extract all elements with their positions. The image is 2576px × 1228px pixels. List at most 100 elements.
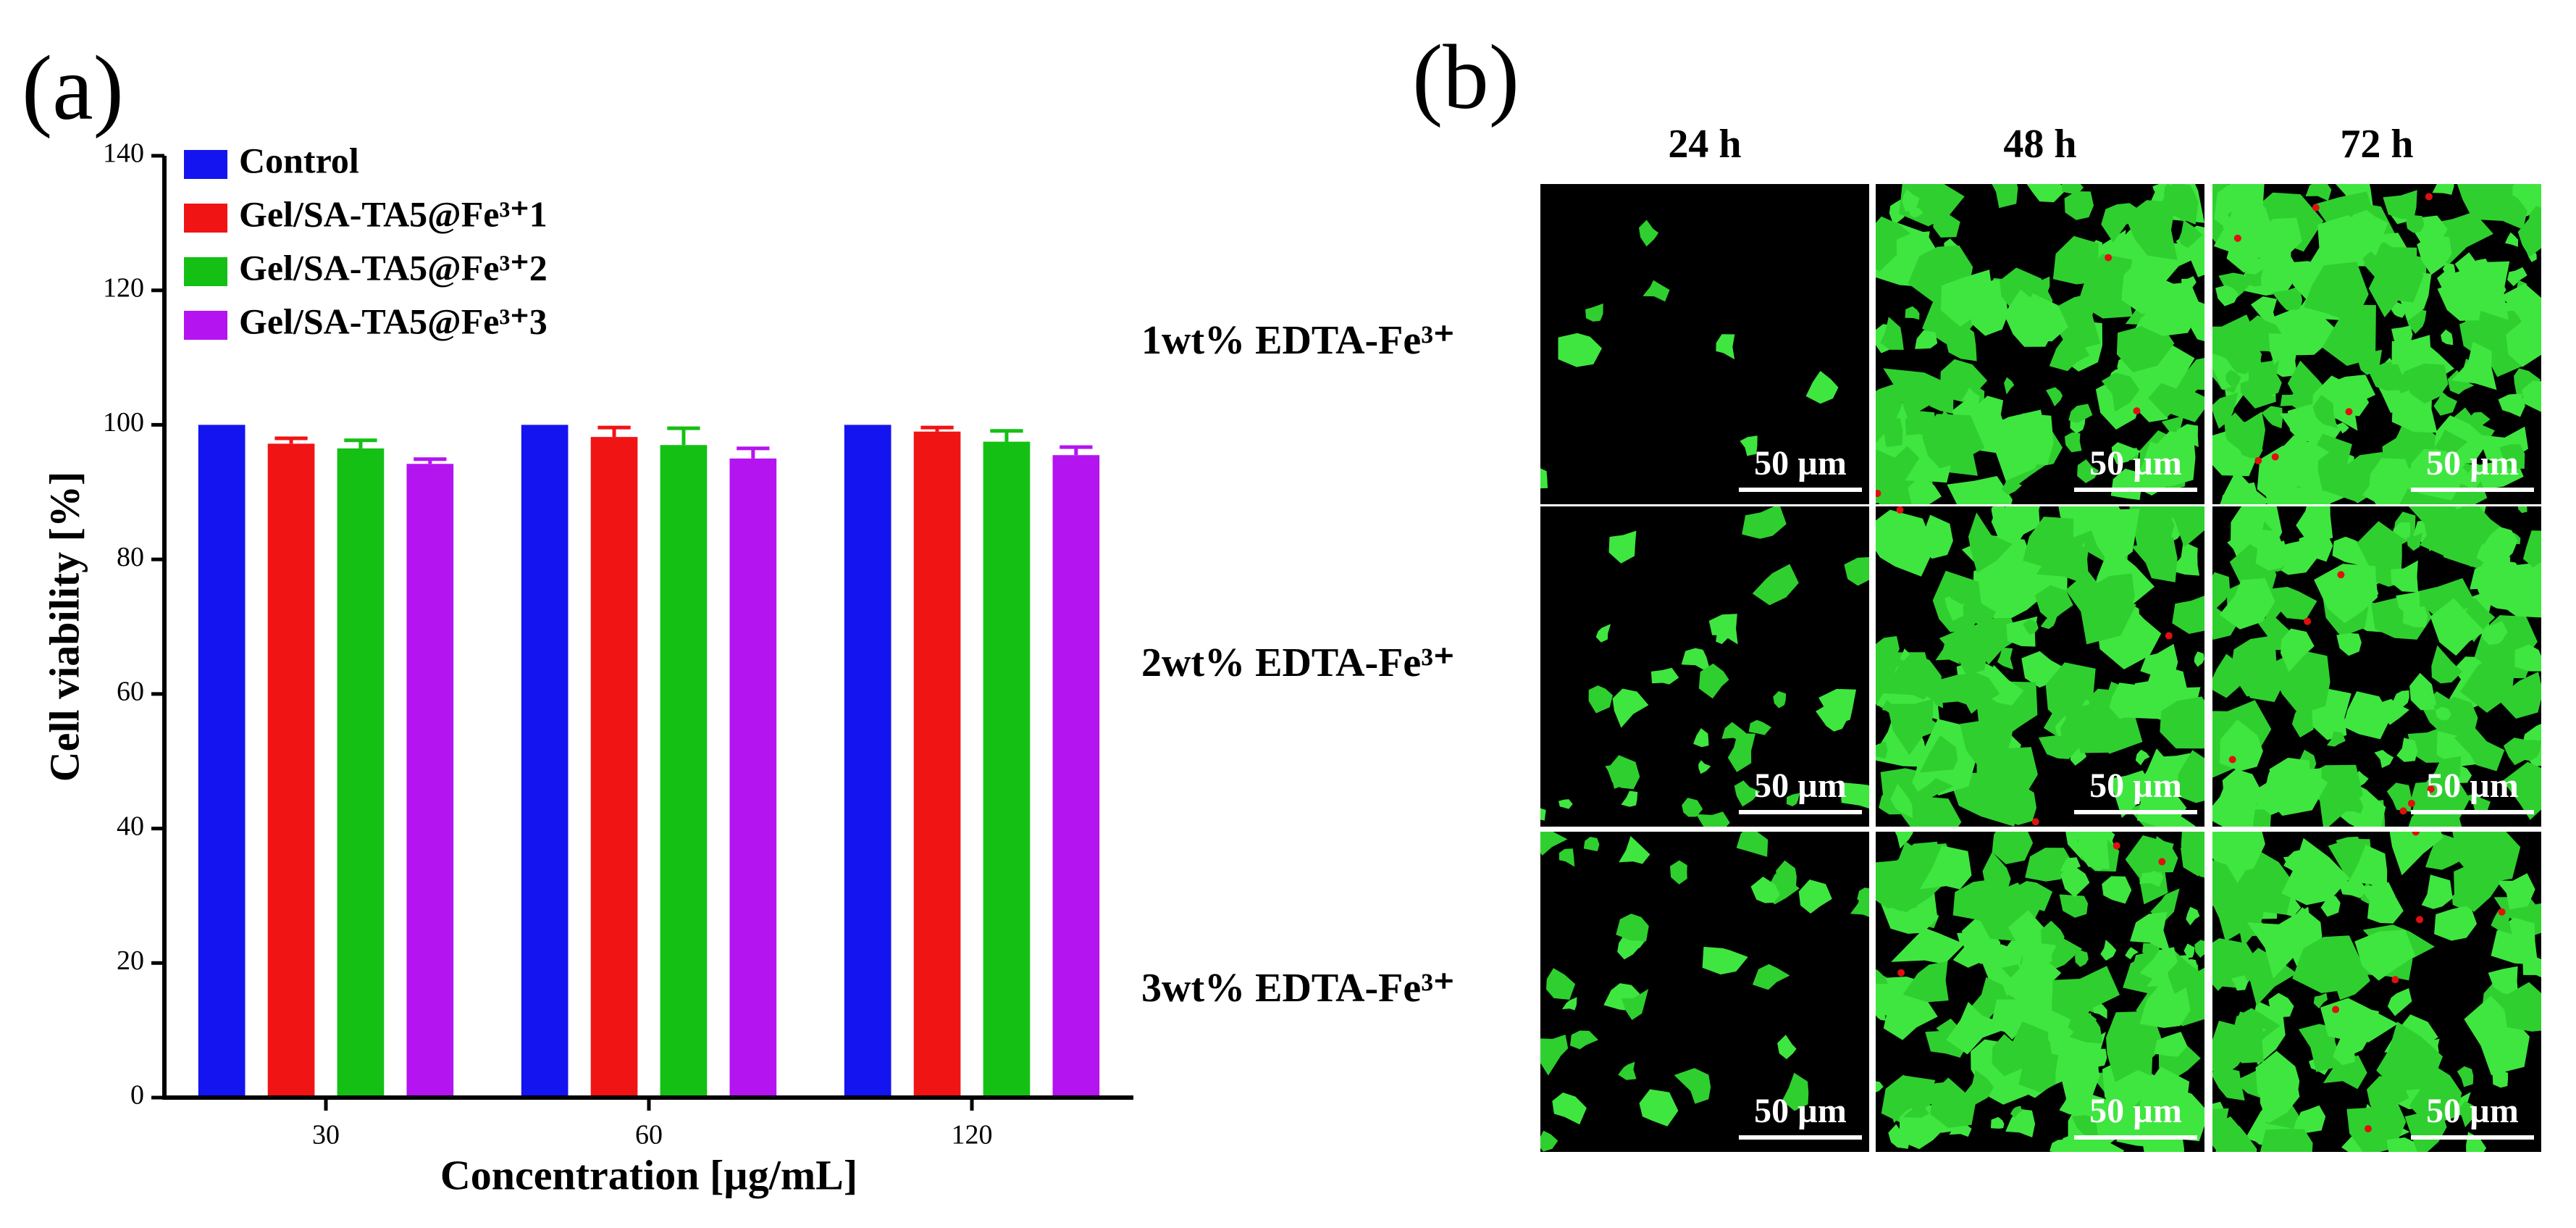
cell [1876,1081,1884,1093]
cell [2139,982,2191,1028]
cell [2245,270,2263,287]
cell [1908,207,1923,218]
cell [2131,537,2178,582]
cell [2346,1095,2407,1152]
dead-cell [2254,456,2262,464]
cell [2273,435,2324,498]
row-label: 3wt% EDTA-Fe³⁺ [1141,966,1455,1011]
cell [2064,191,2094,220]
cell [1540,1130,1558,1152]
cell [1752,564,1799,606]
cell [1919,735,1958,773]
cell [2306,220,2365,272]
cell [2514,644,2541,672]
cell [2250,296,2278,325]
error-bar [597,425,631,438]
cell [1616,914,1649,942]
cell [2402,606,2428,627]
legend-swatch [184,204,227,233]
cell [1876,417,1903,448]
cell [2176,750,2204,803]
cell [1944,319,1977,362]
cell [1752,964,1790,990]
cell [1639,220,1659,247]
cell [1876,449,1916,504]
cell [2149,431,2196,488]
dead-cell [2407,799,2415,807]
cell [2383,190,2417,220]
cell [1698,760,1711,774]
cell [2374,750,2394,769]
cell [2492,1069,2509,1088]
cell [2323,1055,2367,1090]
cell [2314,564,2378,624]
cell [2212,832,2265,876]
cell [1740,435,1758,456]
cell [1552,1093,1587,1125]
cell [1561,997,1577,1011]
cell [2194,940,2204,958]
cell [2223,217,2237,232]
cell [2077,459,2099,483]
cells [1876,506,2204,827]
cell [2523,530,2541,568]
cell [1558,848,1575,867]
cell [2447,369,2475,395]
cell [2052,966,2120,1023]
cell [1890,783,1913,819]
cell [2047,1027,2070,1048]
cell [2522,380,2541,412]
cell [1612,688,1649,728]
scale-bar-label: 50 µm [2426,1092,2519,1130]
cell [1997,647,2014,670]
bar [729,458,777,1098]
cell [2299,530,2333,562]
cell [1915,330,1938,349]
cell [2068,1001,2097,1038]
x-tick-label: 60 [635,1120,663,1150]
bar [337,448,385,1098]
cell [2505,232,2518,247]
cell [2434,905,2478,941]
cell [2137,282,2202,336]
cell [2313,993,2328,1008]
cell [1773,691,1787,709]
cell [1608,530,1637,564]
cell [2225,355,2247,375]
dead-cell [1896,506,1904,514]
cell [2281,628,2315,672]
error-bar [1060,445,1093,456]
cell [2212,943,2240,991]
cell [1941,270,1994,327]
cell [1727,732,1755,772]
y-tick-label: 140 [103,138,144,169]
cell [2110,468,2141,501]
cell [1570,1030,1598,1050]
cell [1876,509,1934,577]
cell [2315,493,2331,504]
cell [2460,656,2514,713]
dead-cell [2345,408,2353,416]
cell [2460,462,2487,490]
scale-bar-label: 50 µm [2426,767,2519,805]
dead-cell [2031,818,2039,826]
cell [2183,943,2195,958]
cell [2064,432,2082,453]
cell [2148,362,2202,417]
cell [2112,1035,2153,1077]
cell [1670,860,1687,885]
cell [2018,1051,2059,1093]
cell [2023,619,2039,635]
cell [1558,799,1573,809]
cell [2441,329,2454,346]
cell [2004,377,2015,395]
cell [2488,966,2519,998]
cell [1558,333,1602,367]
scale-bar-label: 50 µm [1754,767,1847,805]
cell [2194,651,2204,667]
cell [2239,359,2280,409]
cell [2178,220,2203,252]
cell [2343,691,2391,740]
cell [1881,652,1943,709]
cell [1976,747,2038,795]
